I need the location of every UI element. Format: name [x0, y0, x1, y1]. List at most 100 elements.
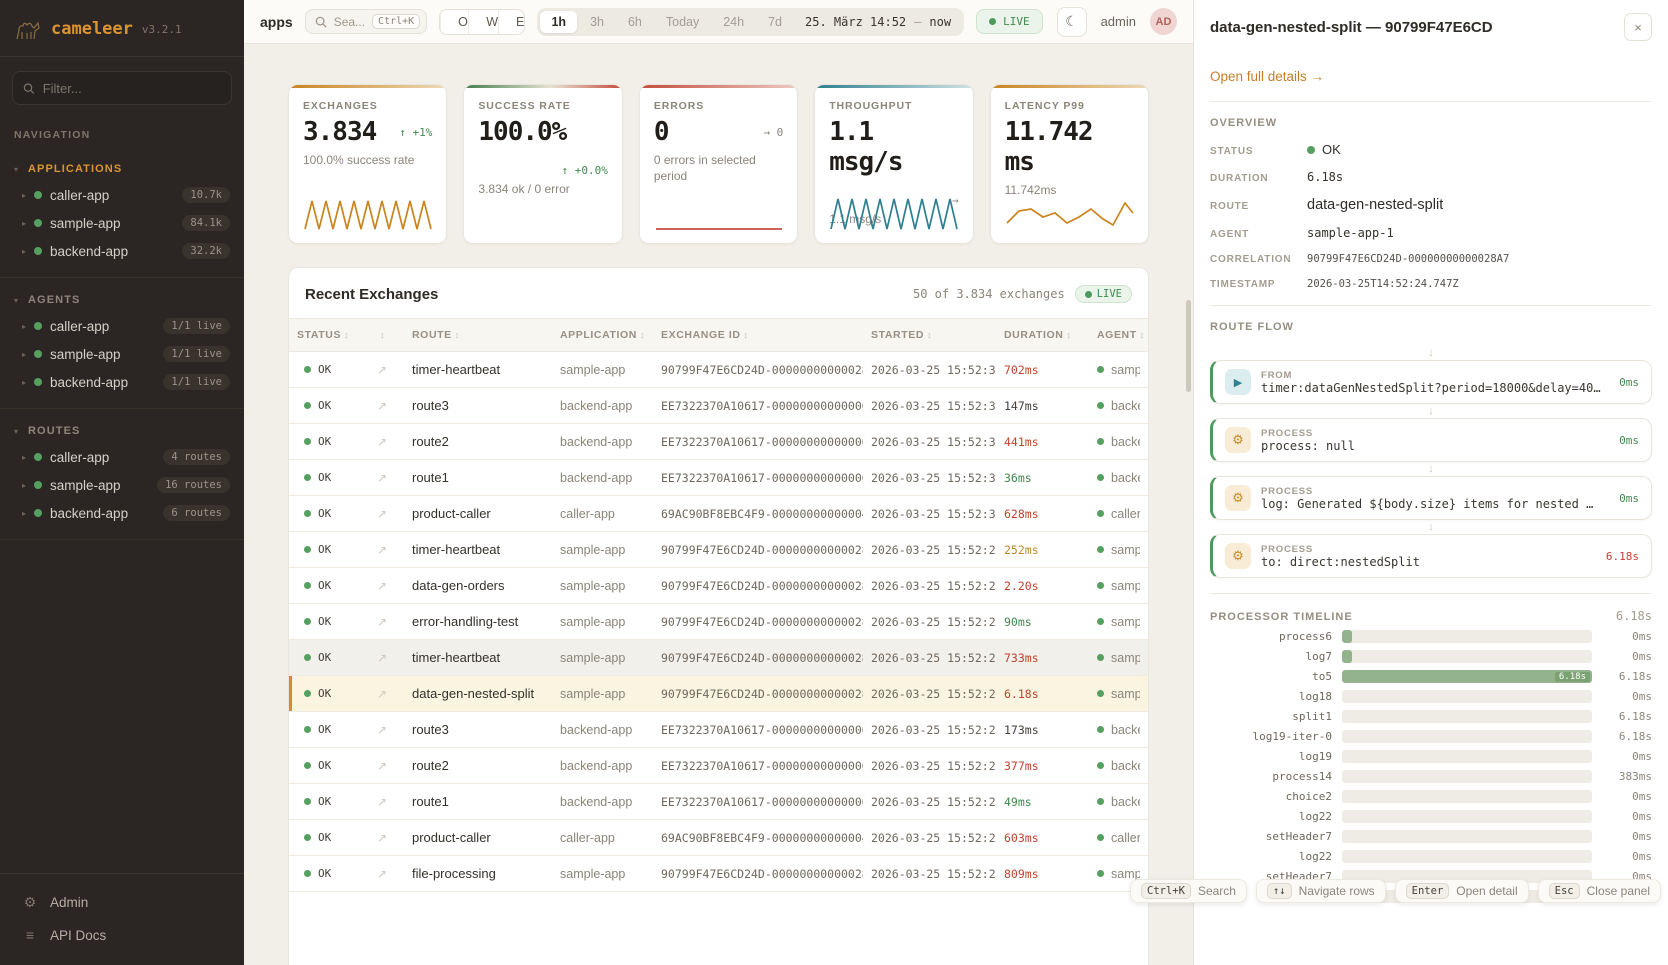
status-filter[interactable]: OK: [440, 9, 468, 34]
step-kind: PROCESS: [1261, 485, 1314, 497]
sidebar-item-application[interactable]: ▸ sample-app 84.1k: [0, 209, 244, 237]
section-header-applications[interactable]: ▾ APPLICATIONS: [0, 157, 244, 181]
duration-cell: 173ms: [1004, 723, 1039, 737]
column-header[interactable]: APPLICATION ↕: [552, 318, 653, 352]
status-filter[interactable]: E: [498, 9, 524, 34]
open-exchange-icon[interactable]: ↗: [377, 471, 388, 485]
table-row[interactable]: OK ↗ data-gen-orders sample-app 90799F47…: [289, 567, 1148, 604]
column-header[interactable]: STATUS ↕: [289, 318, 369, 352]
sidebar-item-agent[interactable]: ▸ caller-app 1/1 live: [0, 312, 244, 340]
ok-dot: [304, 618, 311, 625]
live-toggle[interactable]: LIVE: [976, 9, 1043, 34]
avatar[interactable]: AD: [1150, 8, 1177, 35]
flow-step-card[interactable]: FROM timer:dataGenNestedSplit?period=180…: [1210, 360, 1652, 404]
open-exchange-icon[interactable]: ↗: [377, 399, 388, 413]
table-row[interactable]: OK ↗ error-handling-test sample-app 9079…: [289, 603, 1148, 640]
timeline-track: [1342, 650, 1592, 663]
timeline-row: log7 0ms: [1210, 650, 1652, 663]
item-label: backend-app: [50, 505, 129, 521]
stat-delta: ↑ +0.0%: [561, 163, 608, 177]
table-row[interactable]: OK ↗ timer-heartbeat sample-app 90799F47…: [289, 351, 1148, 388]
scrollbar-thumb[interactable]: [1186, 300, 1191, 392]
main-column: apps Sea... Ctrl+K OK Warn: [244, 0, 1193, 965]
table-row[interactable]: OK ↗ route2 backend-app EE7322370A10617-…: [289, 747, 1148, 784]
timeline-row: process6 0ms: [1210, 630, 1652, 643]
overview-field-value: sample-app-1: [1307, 226, 1394, 240]
flow-step-card[interactable]: PROCESS to: direct:nestedSplit 6.18s: [1210, 534, 1652, 578]
sidebar-item-agent[interactable]: ▸ sample-app 1/1 live: [0, 340, 244, 368]
time-range-button[interactable]: 24h: [723, 14, 745, 29]
table-row[interactable]: OK ↗ route3 backend-app EE7322370A10617-…: [289, 387, 1148, 424]
table-row[interactable]: OK ↗ route3 backend-app EE7322370A10617-…: [289, 711, 1148, 748]
column-header[interactable]: ↕: [369, 318, 404, 352]
sidebar-item-application[interactable]: ▸ caller-app 10.7k: [0, 181, 244, 209]
time-range-button[interactable]: 6h: [627, 14, 642, 29]
open-exchange-icon[interactable]: ↗: [377, 795, 388, 809]
logo[interactable]: cameleer v3.2.1: [0, 0, 244, 57]
table-row[interactable]: OK ↗ timer-heartbeat sample-app 90799F47…: [289, 531, 1148, 568]
open-exchange-icon[interactable]: ↗: [377, 435, 388, 449]
live-label: LIVE: [1003, 15, 1030, 28]
timeline-row: choice2 0ms: [1210, 790, 1652, 803]
open-full-details-link[interactable]: Open full details →: [1210, 69, 1325, 84]
table-row[interactable]: OK ↗ route2 backend-app EE7322370A10617-…: [289, 423, 1148, 460]
duration-cell: 252ms: [1004, 543, 1039, 557]
open-exchange-icon[interactable]: ↗: [377, 363, 388, 377]
agent-dot: [1097, 366, 1104, 373]
column-header[interactable]: DURATION ↕: [996, 318, 1089, 352]
chevron-right-icon: ▸: [22, 480, 27, 490]
column-header[interactable]: EXCHANGE ID ↕: [653, 318, 863, 352]
overview-section-label: OVERVIEW: [1210, 117, 1278, 129]
open-exchange-icon[interactable]: ↗: [377, 687, 388, 701]
sidebar-item-route[interactable]: ▸ backend-app 6 routes: [0, 499, 244, 527]
section-header-routes[interactable]: ▾ ROUTES: [0, 419, 244, 443]
time-range-button[interactable]: Today: [665, 14, 700, 29]
agent-cell: sample: [1097, 579, 1140, 593]
table-row[interactable]: OK ↗ route1 backend-app EE7322370A10617-…: [289, 459, 1148, 496]
open-exchange-icon[interactable]: ↗: [377, 579, 388, 593]
flow-step-card[interactable]: PROCESS process: null 0ms: [1210, 418, 1652, 462]
open-exchange-icon[interactable]: ↗: [377, 759, 388, 773]
ok-dot: [304, 402, 311, 409]
table-row[interactable]: OK ↗ timer-heartbeat sample-app 90799F47…: [289, 639, 1148, 676]
overview-field-value: 90799F47E6CD24D-00000000000028A7: [1307, 253, 1510, 265]
open-exchange-icon[interactable]: ↗: [377, 867, 388, 881]
date-range[interactable]: 25. März 14:52 — now: [805, 15, 951, 29]
open-exchange-icon[interactable]: ↗: [377, 543, 388, 557]
column-header[interactable]: STARTED ↕: [863, 318, 996, 352]
overview-row: DURATION 6.18s: [1210, 170, 1652, 184]
column-header[interactable]: ROUTE ↕: [404, 318, 552, 352]
flow-step-card[interactable]: PROCESS log: Generated ${body.size} item…: [1210, 476, 1652, 520]
sidebar-footer-item[interactable]: ≡ API Docs: [0, 919, 244, 951]
section-header-agents[interactable]: ▾ AGENTS: [0, 288, 244, 312]
open-exchange-icon[interactable]: ↗: [377, 615, 388, 629]
filter-input[interactable]: [42, 80, 221, 96]
sidebar-filter[interactable]: [12, 71, 232, 105]
open-exchange-icon[interactable]: ↗: [377, 831, 388, 845]
status-cell: OK: [304, 507, 361, 520]
close-icon[interactable]: ×: [1624, 13, 1652, 41]
open-exchange-icon[interactable]: ↗: [377, 507, 388, 521]
table-row[interactable]: OK ↗ data-gen-nested-split sample-app 90…: [289, 675, 1148, 712]
time-range-button[interactable]: 3h: [590, 14, 604, 29]
column-header[interactable]: AGENT ↕: [1089, 318, 1148, 352]
sidebar-footer-item[interactable]: ⚙ Admin: [0, 886, 244, 919]
table-row[interactable]: OK ↗ file-processing sample-app 90799F47…: [289, 855, 1148, 892]
time-range-button[interactable]: 1h: [540, 10, 578, 33]
status-filter[interactable]: Warn: [468, 9, 498, 34]
status-cell: OK: [304, 723, 361, 736]
sidebar-item-route[interactable]: ▸ sample-app 16 routes: [0, 471, 244, 499]
time-range-button[interactable]: 7d: [768, 14, 782, 29]
application-cell: sample-app: [552, 567, 653, 604]
global-search[interactable]: Sea... Ctrl+K: [304, 9, 428, 34]
sidebar-item-route[interactable]: ▸ caller-app 4 routes: [0, 443, 244, 471]
sort-icon: ↕: [454, 330, 460, 340]
dark-mode-toggle[interactable]: ☾: [1056, 6, 1087, 37]
open-exchange-icon[interactable]: ↗: [377, 723, 388, 737]
open-exchange-icon[interactable]: ↗: [377, 651, 388, 665]
table-row[interactable]: OK ↗ product-caller caller-app 69AC90BF8…: [289, 819, 1148, 856]
table-row[interactable]: OK ↗ route1 backend-app EE7322370A10617-…: [289, 783, 1148, 820]
sidebar-item-agent[interactable]: ▸ backend-app 1/1 live: [0, 368, 244, 396]
table-row[interactable]: OK ↗ product-caller caller-app 69AC90BF8…: [289, 495, 1148, 532]
sidebar-item-application[interactable]: ▸ backend-app 32.2k: [0, 237, 244, 265]
